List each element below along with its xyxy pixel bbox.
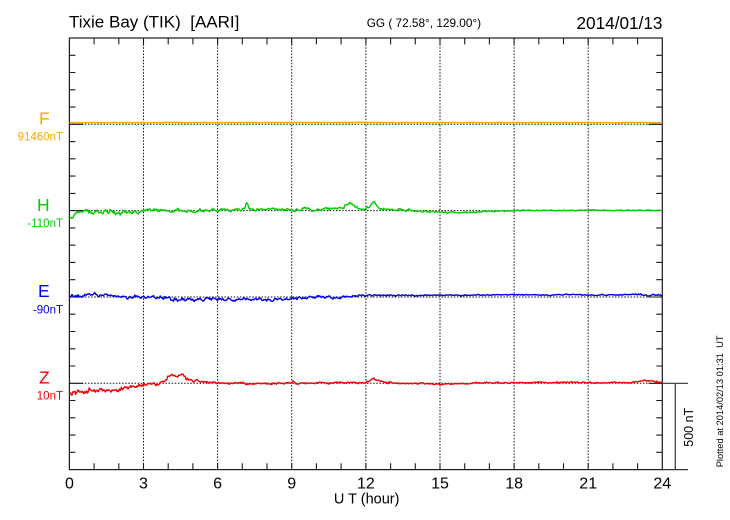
svg-text:21: 21 [579,475,597,492]
svg-text:12: 12 [357,475,375,492]
svg-text:2014/01/13: 2014/01/13 [576,13,662,33]
svg-text:F: F [39,109,50,129]
svg-text:18: 18 [505,475,523,492]
svg-text:Z: Z [39,368,50,388]
svg-text:0: 0 [65,475,74,492]
svg-text:500 nT: 500 nT [682,407,696,446]
svg-text:91460nT: 91460nT [18,132,63,144]
svg-text:10nT: 10nT [37,391,63,403]
svg-text:24: 24 [653,475,671,492]
svg-text:9: 9 [287,475,296,492]
svg-text:GG ( 72.58°, 129.00°): GG ( 72.58°, 129.00°) [367,16,481,30]
svg-text:Plotted at 2014/02/13 01:31 U: Plotted at 2014/02/13 01:31 UT [715,335,725,467]
svg-text:-110nT: -110nT [27,218,63,230]
svg-text:15: 15 [431,475,449,492]
svg-text:6: 6 [213,475,222,492]
svg-text:U T (hour): U T (hour) [334,492,400,508]
svg-text:-90nT: -90nT [33,304,63,316]
svg-text:3: 3 [139,475,148,492]
svg-text:E: E [38,281,50,301]
svg-text:Tixie Bay (TIK) [AARI]: Tixie Bay (TIK) [AARI] [69,13,239,32]
svg-text:H: H [37,195,50,215]
